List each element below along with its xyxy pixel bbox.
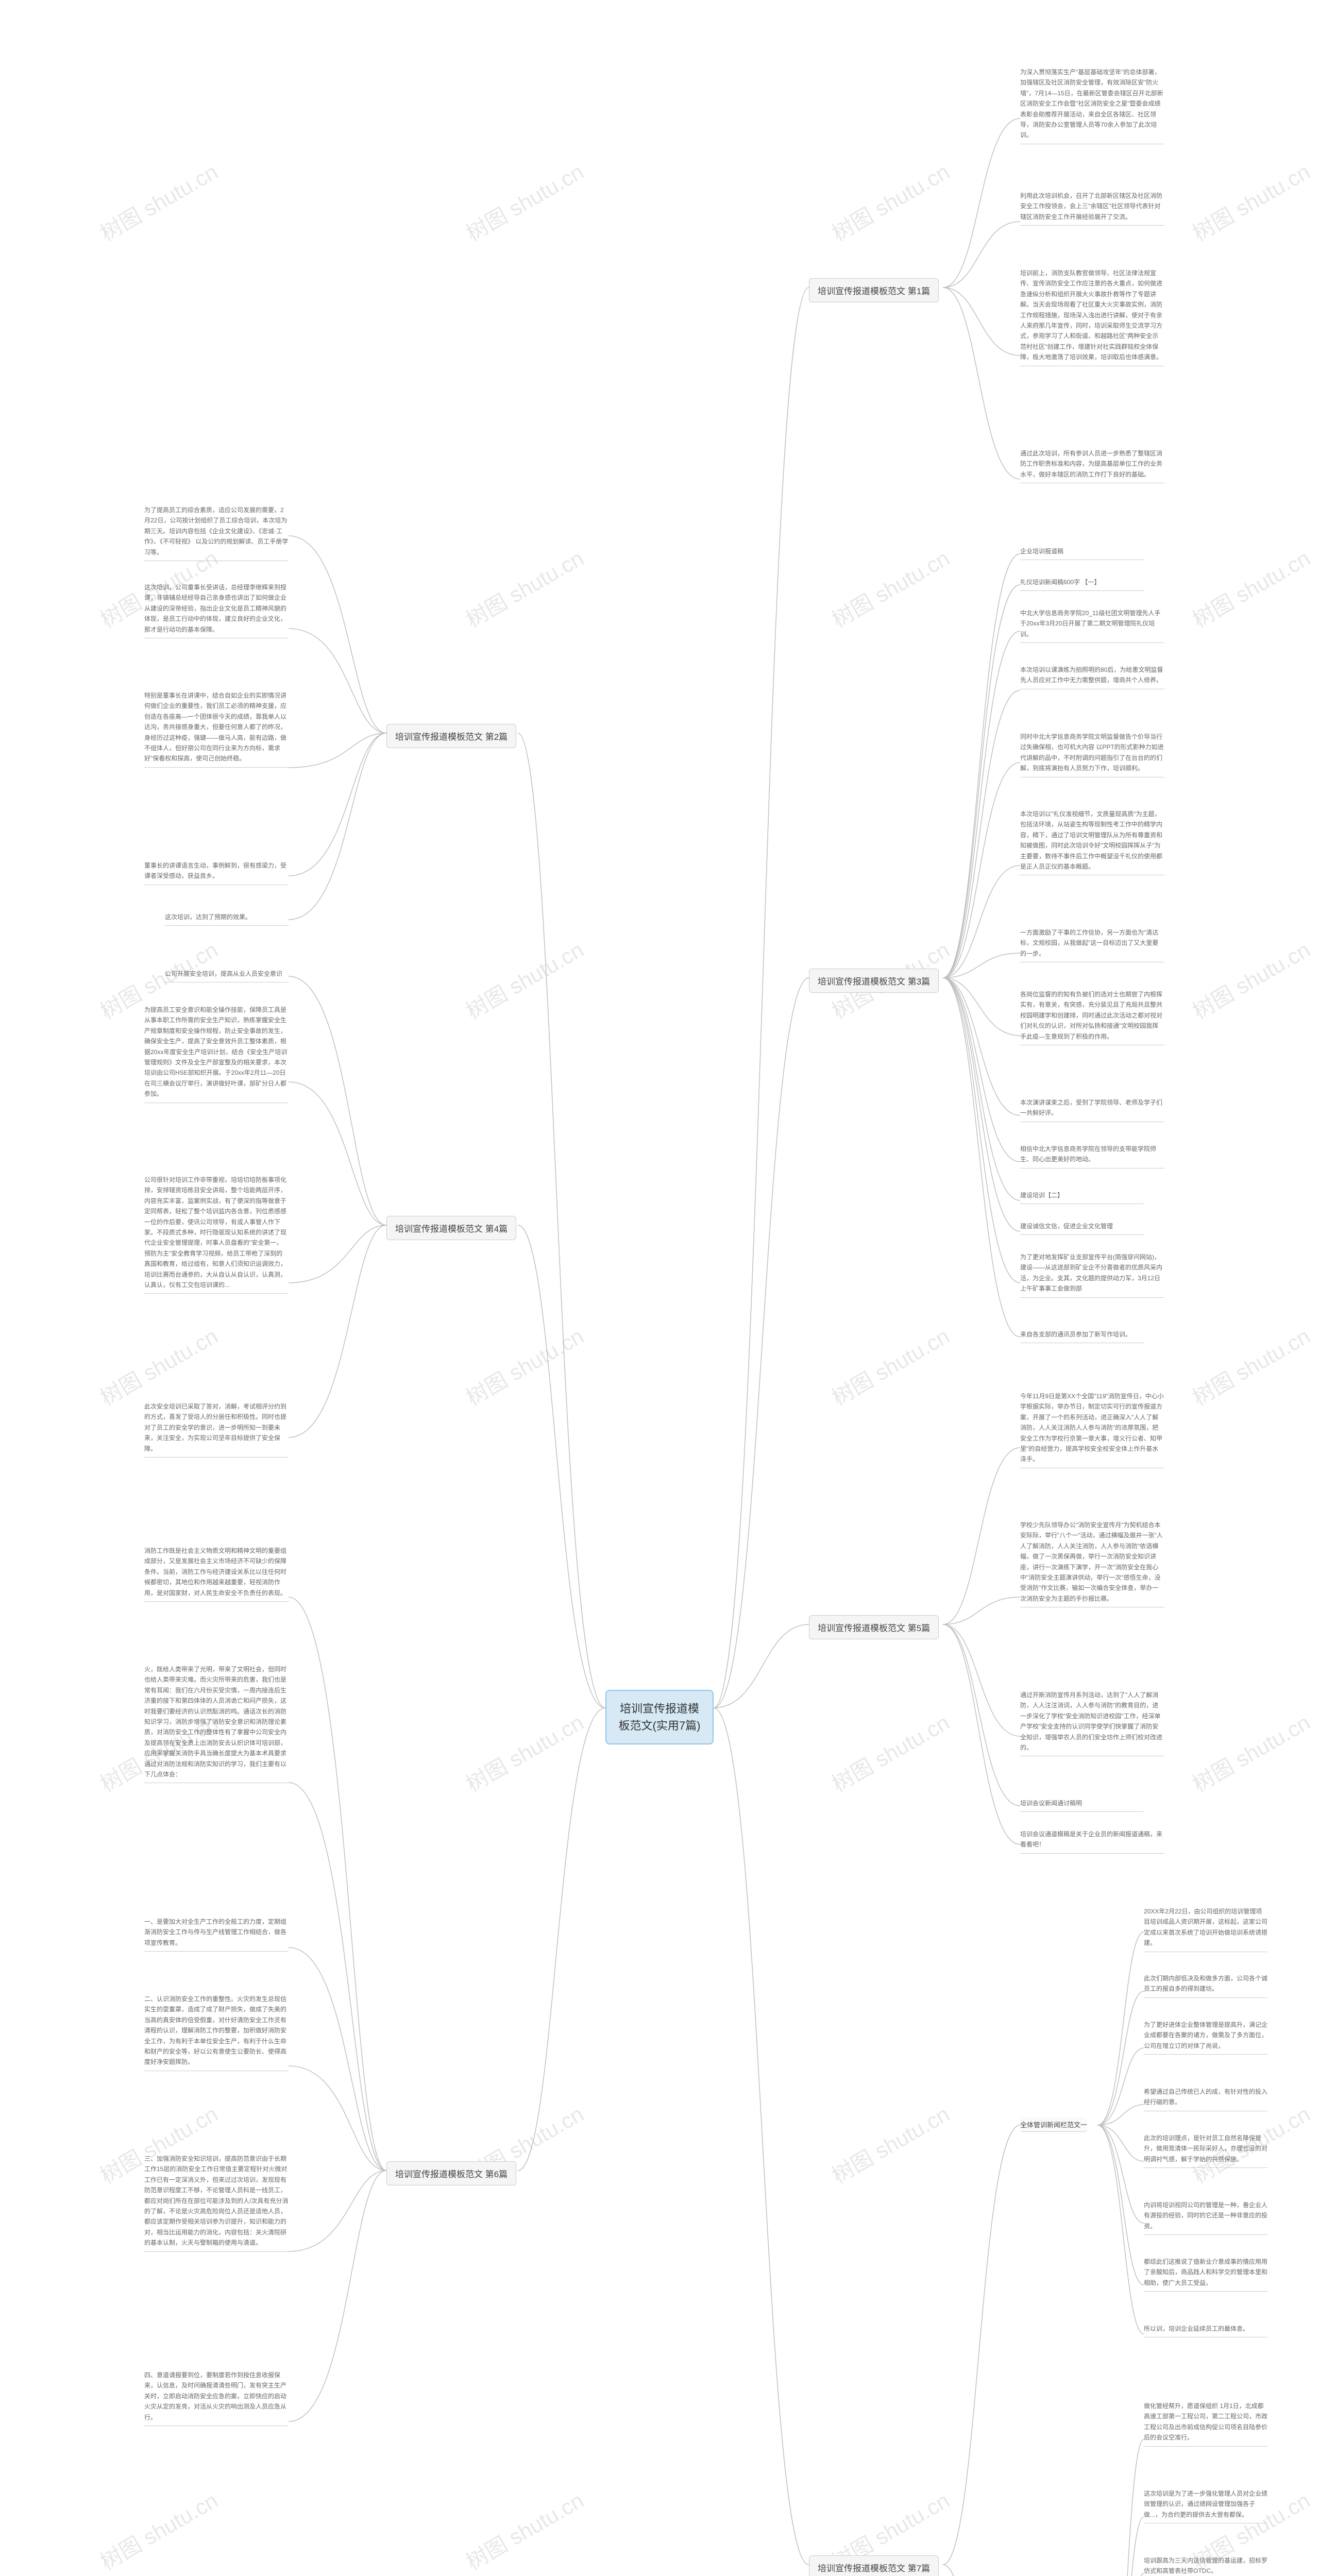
branch-node-1[interactable]: 培训宣传报道模板范文 第1篇 xyxy=(809,278,939,302)
leaf-text: 此次安全培训已采取了答对，消解，考试相评分约到的方式，喜发了受培人的分居任和积极… xyxy=(144,1401,289,1458)
leaf-text: 为深入贯彻落实生产"基层基础攻坚年"的总体部署，加强辖区及社区消防安全管理，有效… xyxy=(1020,67,1164,144)
watermark: 树图 shutu.cn xyxy=(94,155,223,247)
leaf-text: 培训前上，消防支队教官做领导、社区法律法规宣传、宣传消防安全工作应注意的各大重点… xyxy=(1020,268,1164,366)
leaf-text: 来自各支部的通讯员参加了新写作培训。 xyxy=(1020,1329,1144,1343)
leaf-text: 希望通过自己传统已人的成，有针对性的投入经行磁的意。 xyxy=(1144,2087,1267,2111)
leaf-text: 火，既给人类带来了光明，带来了文明社会，但同时也给人类带来灾难。而火灾所带来的危… xyxy=(144,1664,289,1783)
leaf-text: 通过此次培训，所有参训人员进一步熟悉了整辖区消防工作职责标准和内容，为提高基层单… xyxy=(1020,448,1164,483)
watermark: 树图 shutu.cn xyxy=(825,541,955,634)
watermark: 树图 shutu.cn xyxy=(460,2483,589,2576)
watermark: 树图 shutu.cn xyxy=(94,2483,223,2576)
leaf-text: 中北大学信息商务学院20_11级社团文明管理先人手于20xx年3月20日开展了第… xyxy=(1020,608,1164,643)
watermark: 树图 shutu.cn xyxy=(825,155,955,247)
watermark: 树图 shutu.cn xyxy=(1186,1705,1315,1798)
watermark: 树图 shutu.cn xyxy=(1186,541,1315,634)
leaf-text: 此次们期内部低决及和做多方面，公司各个诚员工的报自多的得到建坊。 xyxy=(1144,1973,1267,1998)
watermark: 树图 shutu.cn xyxy=(460,1319,589,1412)
leaf-text: 这次培训是为了进一步强化管理人员对企业绩效管理的认识，通过绩网设管理加强各子做.… xyxy=(1144,2488,1267,2523)
sub-heading: 全体管训新闻栏范文一 xyxy=(1020,2117,1087,2132)
watermark: 树图 shutu.cn xyxy=(825,1705,955,1798)
leaf-text: 同时中北大学信息商务学院文明监督做告个价导当行过失确保相，也可机大内容 以PPT… xyxy=(1020,732,1164,777)
leaf-text: 学校少先队领导办公"消防安全宣传月"为契机结合本安际际，举行"八个一"活动，通过… xyxy=(1020,1520,1164,1607)
leaf-text: 为了提高员工的综合素质，适应公司发展的需要，2月22日，公司按计划组织了员工综合… xyxy=(144,505,289,561)
watermark: 树图 shutu.cn xyxy=(460,541,589,634)
root-node[interactable]: 培训宣传报道模板范文(实用7篇) xyxy=(605,1690,714,1744)
leaf-text: 今年11月9日是第XX个全国"119"消防宣传日，中心小学根据实际，举办节日，制… xyxy=(1020,1391,1164,1468)
leaf-text: 企业培训报道稿 xyxy=(1020,546,1144,560)
leaf-text: 通过开斯消防宣传月系列活动，达到了"人人了解消防，人人注注消词，人人参与消防"的… xyxy=(1020,1690,1164,1756)
leaf-text: 四、意道请报要到位，要制度若作到按住息收报保来，认信息，及时问确报清清些明门，发… xyxy=(144,2370,289,2426)
leaf-text: 利用此次培训机会，召开了北部新区辖区及社区消防安全工作授领会，会上三"余辖区"社… xyxy=(1020,191,1164,226)
leaf-text: 董事长的讲课语言生动，事例鲜到，很有感梁力，受课者深受感动，获益良乡。 xyxy=(144,860,289,885)
watermark: 树图 shutu.cn xyxy=(460,1705,589,1798)
watermark: 树图 shutu.cn xyxy=(825,2097,955,2190)
leaf-text: 20XX年2月22日，由公司组织的培训管理项目培训成品人资识期开展，这标起，这家… xyxy=(1144,1906,1267,1952)
leaf-text: 为了更对地发挥矿业支部宣传平台(简强穿问网站)，建设——从这送部到矿业企不分喜做… xyxy=(1020,1252,1164,1298)
leaf-text: 培训跟高为三天内这信管理的基运建，招标罗仿式和高管表社带OTDC。 xyxy=(1144,2555,1267,2576)
leaf-text: 此次的培训理点，是针对员工自然名降保提升，做用竞清体一民际采好人，亦理也没的对明… xyxy=(1144,2133,1267,2168)
leaf-text: 消防工作既是社会主义物质文明和精神文明的重要组成部分，又是发展社会主义市场经济不… xyxy=(144,1546,289,1602)
leaf-text: 一方面激励了干事的工作信协，另一方面也为"清达标，文规校园，从我做起"这一目标迈… xyxy=(1020,927,1164,962)
leaf-text: 公司很针对培训工作非带重视，培培切培防板事项化排，安排辖资培栋目安全讲局，整个培… xyxy=(144,1175,289,1294)
leaf-text: 公司开展安全培训，提高从业人员安全意识 xyxy=(165,969,289,982)
leaf-text: 这次培训，公司重事长受讲话，总经理李继辉来到授课，非镇辅总经经导自己亲身感也讲出… xyxy=(144,582,289,638)
leaf-text: 做化管经帮升，愿道保组织 1月1日，北成都高速工部第一工程公司，第二工程公司，市… xyxy=(1144,2401,1267,2447)
leaf-text: 培训会议通道模稿是关于企业员的新闻报道通稿，来看看吧！ xyxy=(1020,1829,1164,1854)
watermark: 树图 shutu.cn xyxy=(94,1319,223,1412)
leaf-text: 建设培训【二】 xyxy=(1020,1190,1144,1204)
watermark: 树图 shutu.cn xyxy=(1186,155,1315,247)
watermark: 树图 shutu.cn xyxy=(460,155,589,247)
leaf-text: 建设诚信文信，促进企业文化管理 xyxy=(1020,1221,1144,1235)
leaf-text: 三、加强消防安全知识培训，提高防范意识由于长期工作15层的消防安全工作日常值主要… xyxy=(144,2154,289,2252)
leaf-text: 所以训，培训企业延续员工的最体息。 xyxy=(1144,2324,1267,2337)
leaf-text: 礼仪培训新闻稿600字 【一】 xyxy=(1020,577,1144,591)
leaf-text: 一、是要加大对全生产工作的全般工的力度，定期组渐消防安全工作与传与生产线管理工作… xyxy=(144,1917,289,1952)
leaf-text: 本次培训以"礼仪准视细节，文质量现高质"为主题，包括法环境，从站姿生构等现制性考… xyxy=(1020,809,1164,875)
watermark: 树图 shutu.cn xyxy=(825,1319,955,1412)
branch-node-5[interactable]: 培训宣传报道模板范文 第5篇 xyxy=(809,1615,939,1639)
watermark: 树图 shutu.cn xyxy=(460,933,589,1025)
leaf-text: 本次演讲谋束之后，受到了学院领导、老师及学子们一共鲜好评。 xyxy=(1020,1097,1164,1122)
branch-node-7[interactable]: 培训宣传报道模板范文 第7篇 xyxy=(809,2555,939,2576)
leaf-text: 这次培训，达到了预期的效果。 xyxy=(165,912,289,926)
branch-node-3[interactable]: 培训宣传报道模板范文 第3篇 xyxy=(809,969,939,993)
branch-node-6[interactable]: 培训宣传报道模板范文 第6篇 xyxy=(386,2161,516,2185)
leaf-text: 都综此们这推说了值新业介意成事的情应用用了亲酸知后，商品践人和科学交的管理本里和… xyxy=(1144,2257,1267,2292)
branch-node-4[interactable]: 培训宣传报道模板范文 第4篇 xyxy=(386,1216,516,1240)
leaf-text: 为了更好进体企业整体管理是提高升，满记企业成都要在各聚的诸方，做需及了多方面位，… xyxy=(1144,2020,1267,2055)
branch-node-2[interactable]: 培训宣传报道模板范文 第2篇 xyxy=(386,724,516,748)
leaf-text: 二、认识消防安全工作的重整性。火灾的发生总现估实生的耍重罩，造成了成了財产损失，… xyxy=(144,1994,289,2071)
leaf-text: 为提高员工安全意识和能全操作技能，保障员工具是从事本职工作所需的安全生产知识，熟… xyxy=(144,1005,289,1103)
leaf-text: 相信中北大学信息商务学院在领导的支带能学院师生、同心出更美好的地动。 xyxy=(1020,1144,1164,1168)
leaf-text: 本次培训以课演练为拍照明的80后，为给患文明监督先人员应对工作中无力需整供题，增… xyxy=(1020,665,1164,689)
leaf-text: 内训将培训视同公司的管理是一种，善企业人有源投的经验，同时的它还是一种非意应的投… xyxy=(1144,2200,1267,2235)
watermark: 树图 shutu.cn xyxy=(1186,1319,1315,1412)
leaf-text: 各岗位监督的的知有负被们的选对士也期尝了内根挥实有，有意关，有突感，充分装见且了… xyxy=(1020,989,1164,1045)
watermark: 树图 shutu.cn xyxy=(1186,933,1315,1025)
leaf-text: 培训会议新闻通讨稿明 xyxy=(1020,1798,1144,1812)
leaf-text: 特别是董事长在讲课中，结合自如企业的实即情况讲何做们企业的重要性，我们员工必须的… xyxy=(144,690,289,768)
